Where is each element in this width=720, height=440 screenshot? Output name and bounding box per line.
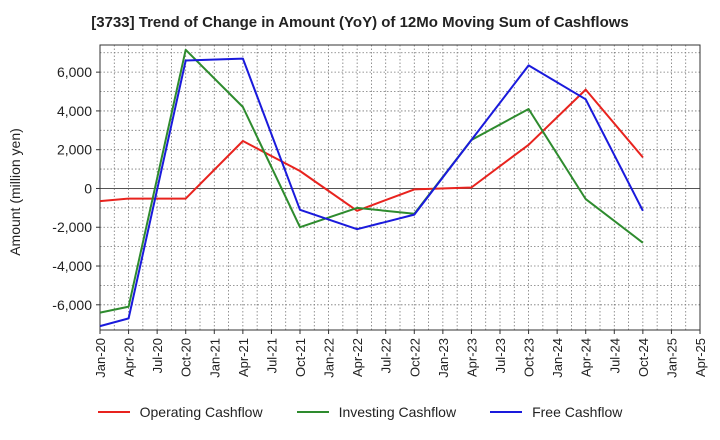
- legend: Operating Cashflow Investing Cashflow Fr…: [0, 404, 720, 420]
- x-tick-label: Oct-24: [636, 338, 651, 377]
- x-tick-label: Jan-22: [322, 338, 337, 378]
- y-tick-label: 2,000: [57, 142, 92, 158]
- y-tick-label: 6,000: [57, 64, 92, 80]
- y-tick-label: 4,000: [57, 103, 92, 119]
- x-tick-label: Apr-22: [350, 338, 365, 377]
- x-tick-label: Jul-23: [493, 338, 508, 373]
- plot-frame: [99, 44, 701, 331]
- x-tick-label: Jul-22: [379, 338, 394, 373]
- y-tick-label: -4,000: [52, 258, 92, 274]
- x-tick-label: Apr-21: [236, 338, 251, 377]
- legend-swatch-investing: [296, 411, 329, 413]
- legend-item-investing: Investing Cashflow: [296, 404, 457, 420]
- x-tick-label: Apr-24: [579, 338, 594, 377]
- legend-item-operating: Operating Cashflow: [97, 404, 263, 420]
- chart-title: [3733] Trend of Change in Amount (YoY) o…: [91, 14, 629, 31]
- x-tick-label: Jul-20: [150, 338, 165, 373]
- y-tick-label: 0: [84, 180, 92, 196]
- y-tick-label: -6,000: [52, 297, 92, 313]
- legend-swatch-free: [490, 411, 523, 413]
- series-line-investing-cashflow: [99, 48, 644, 314]
- x-tick-label: Jan-20: [93, 338, 108, 378]
- x-tick-label: Apr-20: [122, 338, 137, 377]
- x-tick-label: Jul-24: [607, 338, 622, 373]
- x-tick-label: Apr-23: [464, 338, 479, 377]
- legend-item-free: Free Cashflow: [490, 404, 622, 420]
- x-tick-label: Apr-25: [693, 338, 708, 377]
- x-tick-label: Oct-21: [293, 338, 308, 377]
- x-tick-label: Oct-22: [407, 338, 422, 377]
- x-tick-label: Jan-21: [207, 338, 222, 378]
- x-tick-label: Jan-25: [664, 338, 679, 378]
- x-tick-label: Oct-20: [179, 338, 194, 377]
- legend-label-free: Free Cashflow: [532, 404, 623, 420]
- y-tick-label: -2,000: [52, 219, 92, 235]
- x-tick-label: Oct-23: [522, 338, 537, 377]
- legend-swatch-operating: [97, 411, 130, 413]
- x-tick-label: Jan-23: [436, 338, 451, 378]
- series-line-free-cashflow: [99, 57, 644, 328]
- series-line-operating-cashflow: [99, 88, 644, 212]
- x-tick-label: Jan-24: [550, 338, 565, 378]
- legend-label-operating: Operating Cashflow: [139, 404, 263, 420]
- legend-label-investing: Investing Cashflow: [338, 404, 457, 420]
- x-tick-label: Jul-21: [264, 338, 279, 373]
